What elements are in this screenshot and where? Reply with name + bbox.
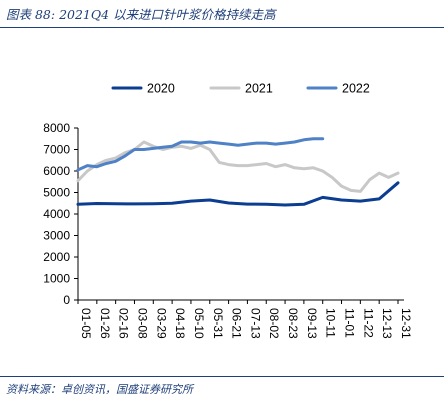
- y-axis-ticks: 0 1000 2000 3000 4000 5000 6000 7000 8000: [43, 121, 78, 307]
- y-tick-label: 5000: [43, 186, 70, 200]
- x-tick-label: 03-08: [135, 308, 149, 339]
- x-tick-label: 01-26: [98, 308, 112, 339]
- x-tick-label: 05-31: [211, 308, 225, 339]
- x-tick-label: 04-18: [173, 308, 187, 339]
- x-tick-label: 09-13: [305, 308, 319, 339]
- y-tick-label: 6000: [43, 164, 70, 178]
- line-chart: 2020 2021 2022 0 1000 2000 3000 4000 5000 6000 70…: [43, 82, 413, 340]
- y-tick-label: 1000: [43, 272, 70, 286]
- legend-label-2020: 2020: [147, 82, 175, 96]
- x-tick-label: 06-21: [230, 308, 244, 339]
- y-tick-label: 0: [63, 293, 70, 307]
- x-tick-label: 11-22: [361, 308, 375, 338]
- series-line-2022: [76, 137, 325, 172]
- x-tick-label: 08-02: [267, 308, 281, 339]
- x-tick-label: 08-23: [286, 308, 300, 339]
- bottom-rule: [0, 376, 444, 377]
- x-tick-label: 12-13: [380, 308, 394, 339]
- y-tick-label: 8000: [43, 121, 70, 135]
- legend-label-2021: 2021: [245, 82, 273, 96]
- series-line-2020: [76, 181, 400, 207]
- y-tick-label: 2000: [43, 250, 70, 264]
- chart-series-lines: [76, 137, 400, 207]
- x-tick-label: 12-31: [399, 308, 413, 339]
- y-tick-label: 3000: [43, 229, 70, 243]
- x-tick-label: 07-13: [248, 308, 262, 339]
- series-line-2021: [76, 140, 400, 193]
- source-note: 资料来源：卓创资讯，国盛证券研究所: [6, 383, 193, 396]
- chart-legend: 2020 2021 2022: [111, 82, 370, 96]
- x-tick-label: 11-01: [343, 308, 357, 338]
- x-tick-label: 02-16: [117, 308, 131, 339]
- figure-title: 图表 88: 2021Q4 以来进口针叶浆价格持续走高: [6, 7, 276, 22]
- top-rule: [0, 27, 444, 28]
- x-tick-label: 03-29: [154, 308, 168, 339]
- y-tick-label: 7000: [43, 143, 70, 157]
- x-tick-label: 10-11: [324, 308, 338, 338]
- x-axis-ticks: 01-05 01-26 02-16 03-08 03-29 04-18 05-10 05-31…: [77, 300, 413, 339]
- x-tick-label: 05-10: [192, 308, 206, 339]
- y-tick-label: 4000: [43, 207, 70, 221]
- x-tick-label: 01-05: [79, 308, 93, 339]
- legend-label-2022: 2022: [342, 82, 370, 96]
